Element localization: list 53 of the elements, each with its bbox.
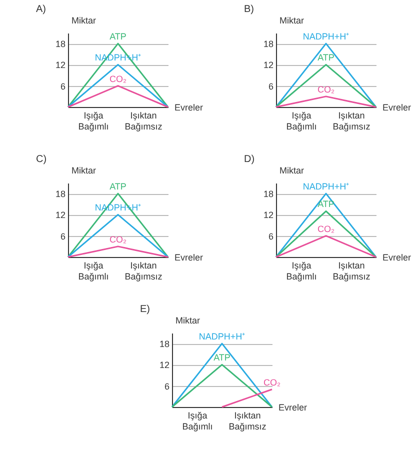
x-tick-label: Işıktan Bağımsız: [332, 110, 371, 132]
x-tick-label: Işığa Bağımlı: [78, 260, 109, 282]
y-axis-title: Miktar: [280, 16, 304, 26]
y-tick-label: 18: [55, 39, 66, 50]
x-tick-label: Işığa Bağımlı: [182, 410, 213, 432]
y-tick-label: 12: [263, 60, 274, 70]
y-tick-label: 18: [263, 39, 274, 50]
x-tick-label: Işıktan Bağımsız: [228, 410, 267, 432]
x-axis-title: Evreler: [174, 252, 204, 262]
y-axis-title: Miktar: [72, 166, 96, 176]
y-axis-title: Miktar: [176, 316, 200, 326]
chart-title: D): [244, 154, 255, 165]
y-tick-label: 18: [55, 189, 66, 200]
y-tick-label: 12: [159, 360, 170, 370]
series-label: CO₂: [318, 224, 335, 234]
x-axis-title: Evreler: [382, 102, 412, 112]
y-tick-label: 6: [164, 381, 170, 392]
series-label: ATP: [110, 182, 126, 192]
x-tick-label: Işıktan Bağımsız: [124, 110, 163, 132]
series-label: ATP: [318, 199, 334, 210]
x-axis-title: Evreler: [174, 102, 204, 112]
x-tick-label: Işığa Bağımlı: [286, 110, 317, 132]
series-label: NADPH+H⁺: [302, 182, 350, 192]
y-tick-label: 12: [55, 60, 66, 70]
y-axis-title: Miktar: [280, 166, 304, 176]
x-tick-label: Işıktan Bağımsız: [332, 260, 371, 282]
chart-title: B): [244, 4, 254, 15]
series-label: ATP: [318, 52, 334, 63]
chart-title: E): [140, 304, 150, 315]
x-tick-label: Işıktan Bağımsız: [124, 260, 163, 282]
y-axis-title: Miktar: [72, 16, 96, 26]
x-tick-label: Işığa Bağımlı: [286, 260, 317, 282]
y-tick-label: 12: [55, 210, 66, 220]
series-label: CO₂: [318, 84, 335, 94]
series-label: NADPH+H⁺: [198, 332, 246, 342]
series-label: NADPH+H⁺: [302, 32, 350, 42]
y-tick-label: 6: [268, 231, 274, 242]
y-tick-label: 18: [159, 339, 170, 350]
series-label: CO₂: [110, 74, 127, 84]
x-axis-title: Evreler: [278, 402, 308, 412]
series-label: ATP: [214, 352, 230, 363]
series-label: ATP: [110, 32, 126, 42]
y-tick-label: 12: [263, 210, 274, 220]
chart-title: A): [36, 4, 46, 15]
x-axis-title: Evreler: [382, 252, 412, 262]
series-label: CO₂: [264, 377, 281, 388]
series-label: CO₂: [110, 234, 127, 244]
y-tick-label: 18: [263, 189, 274, 200]
y-tick-label: 6: [268, 81, 274, 92]
y-tick-label: 6: [60, 81, 66, 92]
x-tick-label: Işığa Bağımlı: [78, 110, 109, 132]
y-tick-label: 6: [60, 231, 66, 242]
chart-title: C): [36, 154, 47, 165]
